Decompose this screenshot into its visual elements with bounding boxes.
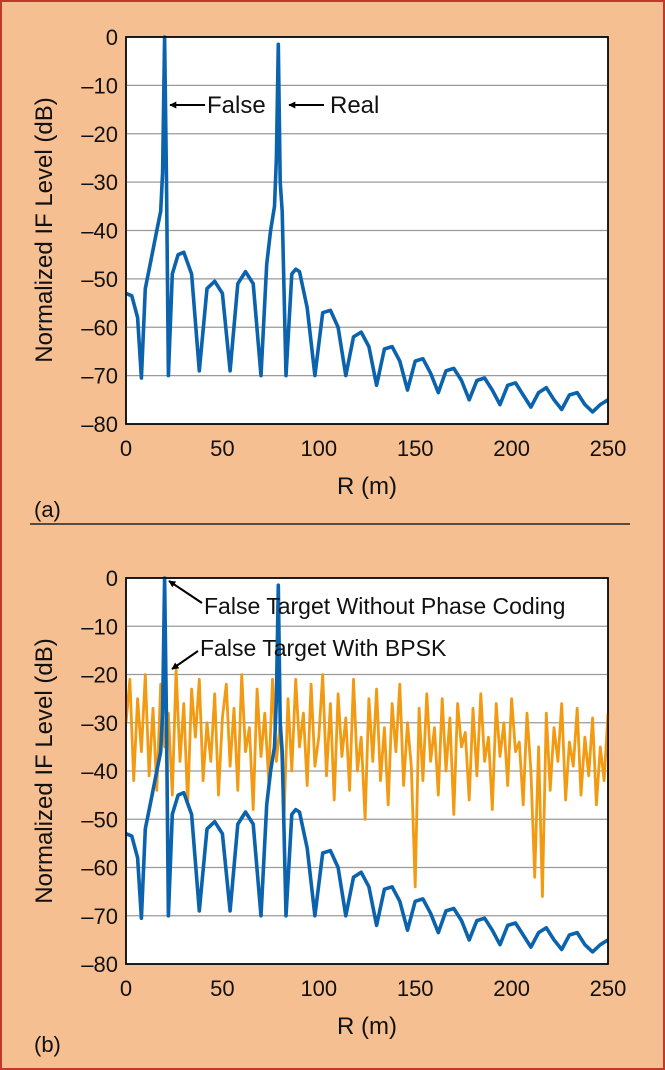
x-tick-label-a-3: 150 [397, 436, 434, 461]
annotation-label-with-bpsk: False Target With BPSK [200, 635, 447, 661]
annotation-label-false: False [207, 92, 266, 119]
y-tick-label-b-2: –20 [81, 663, 118, 688]
y-tick-label-b-5: –50 [81, 807, 118, 832]
y-tick-label-a-0: 0 [106, 25, 118, 50]
x-tick-label-b-0: 0 [120, 976, 132, 1001]
plot-frame-a [125, 36, 609, 425]
chart-b: 0 –10 –20 –30 –40 –50 –60 –70 –80 0 50 100 150 200 25… [31, 566, 626, 1057]
annotation-label-real: Real [330, 92, 379, 119]
x-tick-label-b-2: 100 [300, 976, 337, 1001]
x-axis-label-b: R (m) [337, 1013, 397, 1040]
y-tick-label-a-3: –30 [81, 170, 118, 195]
annotation-arrow-with-bpsk [171, 650, 199, 670]
x-tick-labels-a: 0 50 100 150 200 250 [120, 436, 626, 461]
y-tick-label-a-2: –20 [81, 122, 118, 147]
x-tick-label-a-2: 100 [300, 436, 337, 461]
annotation-arrow-without-phase-coding [168, 580, 203, 604]
y-tick-labels-b: 0 –10 –20 –30 –40 –50 –60 –70 –80 [81, 566, 118, 977]
y-tick-label-b-7: –70 [81, 904, 118, 929]
x-tick-label-b-5: 250 [590, 976, 627, 1001]
y-tick-label-b-0: 0 [106, 566, 118, 591]
series-line-b-0 [125, 576, 609, 954]
panel-label-b: (b) [34, 1032, 61, 1057]
annotation-label-without-phase-coding: False Target Without Phase Coding [204, 593, 565, 619]
x-axis-label-a: R (m) [337, 473, 397, 500]
y-tick-label-b-3: –30 [81, 711, 118, 736]
y-tick-label-b-6: –60 [81, 856, 118, 881]
x-tick-label-b-1: 50 [210, 976, 234, 1001]
y-tick-label-a-4: –40 [81, 219, 118, 244]
y-tick-label-b-4: –40 [81, 759, 118, 784]
y-axis-label-b: Normalized IF Level (dB) [31, 638, 58, 903]
panel-label-a: (a) [34, 497, 61, 522]
x-tick-labels-b: 0 50 100 150 200 250 [120, 976, 626, 1001]
x-tick-label-a-0: 0 [120, 436, 132, 461]
y-tick-label-a-5: –50 [81, 267, 118, 292]
y-tick-label-b-8: –80 [81, 952, 118, 977]
gridlines-b [126, 625, 608, 917]
y-axis-label-a: Normalized IF Level (dB) [31, 97, 58, 362]
y-tick-label-a-7: –70 [81, 364, 118, 389]
y-tick-label-a-6: –60 [81, 315, 118, 340]
y-tick-label-b-1: –10 [81, 614, 118, 639]
x-tick-label-a-1: 50 [210, 436, 234, 461]
y-tick-label-a-1: –10 [81, 73, 118, 98]
plot-frame-b [125, 577, 609, 965]
x-tick-label-a-5: 250 [590, 436, 627, 461]
chart-a: 0 –10 –20 –30 –40 –50 –60 –70 –80 0 50 100 150 200 25… [31, 25, 626, 522]
y-tick-label-a-8: –80 [81, 412, 118, 437]
series-group-a [125, 35, 609, 414]
x-tick-label-a-4: 200 [493, 436, 530, 461]
series-line-b-1 [124, 668, 610, 898]
x-tick-label-b-3: 150 [397, 976, 434, 1001]
series-group-b [124, 576, 610, 954]
gridlines-a [126, 84, 608, 377]
x-tick-label-b-4: 200 [493, 976, 530, 1001]
y-tick-labels-a: 0 –10 –20 –30 –40 –50 –60 –70 –80 [81, 25, 118, 437]
series-line-a-0 [125, 35, 609, 414]
